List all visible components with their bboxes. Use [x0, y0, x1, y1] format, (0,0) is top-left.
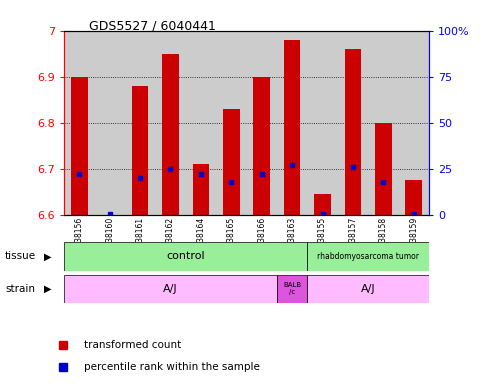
Bar	[405, 180, 422, 215]
Bar	[277, 31, 307, 215]
Bar	[398, 31, 429, 215]
Bar	[338, 31, 368, 215]
Text: ▶: ▶	[44, 251, 52, 262]
Bar	[71, 77, 88, 215]
Text: control: control	[166, 251, 205, 262]
Text: A/J: A/J	[163, 284, 178, 294]
Bar	[284, 40, 300, 215]
Bar	[223, 109, 240, 215]
Bar	[64, 242, 307, 271]
Bar	[162, 54, 179, 215]
Bar	[253, 77, 270, 215]
Bar	[155, 31, 186, 215]
Bar	[64, 31, 95, 215]
Bar	[125, 31, 155, 215]
Bar	[307, 275, 429, 303]
Bar	[132, 86, 148, 215]
Bar	[368, 31, 398, 215]
Bar	[307, 242, 429, 271]
Text: tissue: tissue	[5, 251, 36, 262]
Bar	[307, 31, 338, 215]
Bar	[314, 194, 331, 215]
Text: strain: strain	[5, 284, 35, 294]
Bar	[186, 31, 216, 215]
Bar	[95, 31, 125, 215]
Text: transformed count: transformed count	[84, 340, 181, 350]
Bar	[64, 275, 277, 303]
Bar	[375, 123, 391, 215]
Bar	[193, 164, 209, 215]
Bar	[246, 31, 277, 215]
Text: ▶: ▶	[44, 284, 52, 294]
Text: A/J: A/J	[361, 284, 375, 294]
Text: percentile rank within the sample: percentile rank within the sample	[84, 362, 260, 372]
Text: BALB
/c: BALB /c	[283, 283, 301, 295]
Bar	[216, 31, 246, 215]
Text: rhabdomyosarcoma tumor: rhabdomyosarcoma tumor	[317, 252, 419, 261]
Bar	[277, 275, 307, 303]
Bar	[345, 49, 361, 215]
Text: GDS5527 / 6040441: GDS5527 / 6040441	[89, 19, 215, 32]
